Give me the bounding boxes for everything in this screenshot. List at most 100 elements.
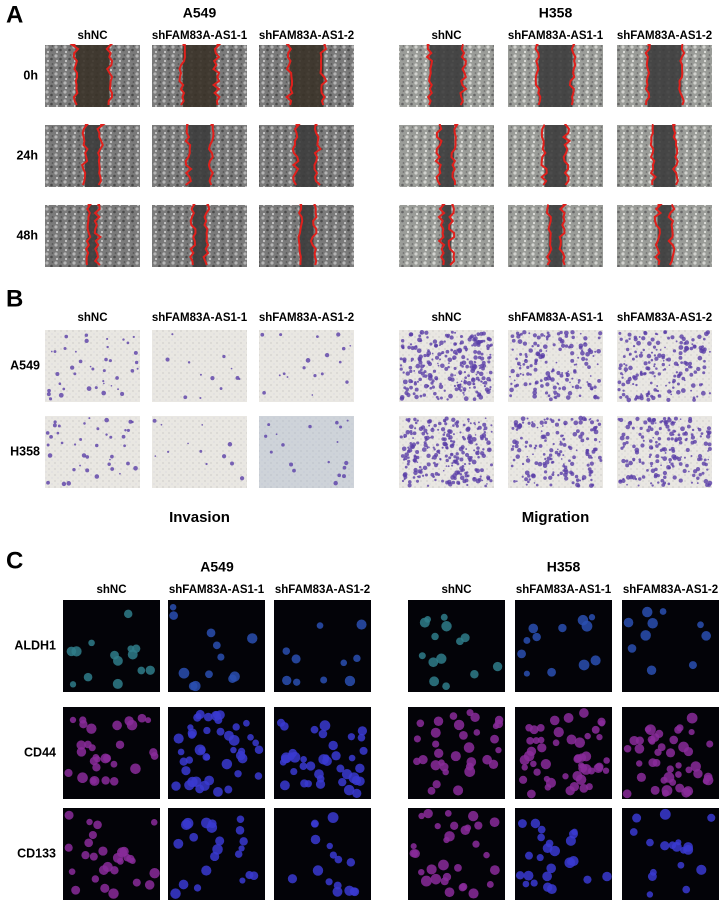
group-title: H358: [547, 559, 581, 575]
cell: [656, 384, 659, 387]
nucleus: [188, 731, 196, 739]
column-header: shNC: [77, 30, 107, 42]
cell: [558, 387, 561, 390]
nucleus: [171, 781, 181, 791]
cell: [671, 421, 674, 424]
cell: [437, 352, 442, 357]
cell: [648, 455, 651, 459]
cell: [559, 471, 563, 476]
micrograph: [152, 44, 247, 107]
cell: [86, 386, 92, 391]
wound-edge: [561, 124, 572, 186]
cell: [486, 389, 491, 395]
cell: [708, 392, 712, 395]
cell: [46, 443, 50, 447]
cell: [413, 470, 418, 476]
cell: [515, 357, 518, 361]
cell: [533, 482, 536, 484]
cell: [638, 477, 642, 481]
cell: [515, 383, 520, 387]
cell: [450, 445, 452, 447]
cell: [556, 370, 561, 376]
cell: [107, 462, 111, 466]
wound-edge: [202, 204, 211, 266]
cell: [556, 393, 561, 398]
cell: [473, 349, 478, 354]
cell: [115, 376, 119, 380]
cell: [409, 343, 413, 346]
panel-letter: A: [6, 1, 23, 28]
cell: [687, 364, 692, 369]
nucleus: [110, 650, 119, 660]
nucleus: [428, 657, 439, 668]
cell: [542, 463, 548, 469]
cell: [473, 385, 476, 389]
nucleus: [149, 868, 160, 879]
cell: [696, 395, 699, 398]
cell: [687, 418, 693, 424]
cell: [558, 347, 562, 352]
cell: [462, 423, 466, 427]
cell: [580, 350, 585, 356]
cell: [417, 337, 422, 343]
nucleus: [536, 724, 545, 732]
caption: Migration: [522, 509, 590, 526]
cell: [692, 473, 696, 478]
cell: [422, 465, 428, 471]
nucleus: [190, 680, 201, 692]
cell: [635, 373, 639, 377]
cell: [462, 387, 467, 392]
micrograph: [515, 707, 612, 799]
cell: [440, 352, 443, 355]
cell: [449, 439, 453, 443]
wound-edge: [96, 124, 106, 186]
nucleus: [352, 788, 362, 798]
cell: [459, 472, 463, 476]
cell: [659, 448, 663, 452]
cell: [72, 467, 76, 472]
nucleus: [413, 735, 421, 743]
cell: [655, 459, 660, 464]
cell: [409, 443, 415, 449]
cell: [470, 368, 476, 374]
nucleus: [427, 786, 436, 795]
cell: [128, 419, 133, 424]
nucleus: [591, 725, 600, 734]
cell: [545, 382, 550, 387]
nucleus: [66, 646, 77, 657]
cell: [471, 344, 474, 347]
nucleus: [420, 875, 432, 887]
nucleus: [101, 776, 110, 785]
nucleus: [468, 888, 479, 899]
cell: [467, 418, 470, 421]
nucleus: [249, 871, 259, 881]
nucleus: [213, 786, 223, 797]
cell: [451, 464, 454, 467]
cell: [657, 372, 661, 376]
nucleus: [545, 777, 556, 788]
nucleus: [247, 733, 254, 741]
nucleus: [442, 768, 449, 776]
cell: [461, 435, 465, 439]
nucleus: [359, 746, 368, 755]
nucleus: [472, 840, 480, 848]
cell: [676, 382, 680, 386]
cell: [47, 453, 53, 458]
cell: [672, 433, 675, 436]
nucleus: [123, 853, 131, 862]
cell: [544, 421, 548, 425]
nucleus: [223, 730, 234, 741]
nucleus: [459, 731, 468, 740]
cell: [104, 357, 108, 362]
row-label: ALDH1: [14, 638, 56, 652]
cell: [552, 385, 557, 390]
cell: [455, 420, 460, 424]
cell: [562, 454, 565, 457]
cell: [133, 350, 138, 355]
group-title: A549: [200, 559, 234, 575]
cell: [625, 441, 629, 445]
column-header: shFAM83A-AS1-1: [152, 30, 248, 42]
cell: [471, 436, 477, 442]
cell: [684, 367, 689, 372]
cell: [668, 381, 671, 384]
